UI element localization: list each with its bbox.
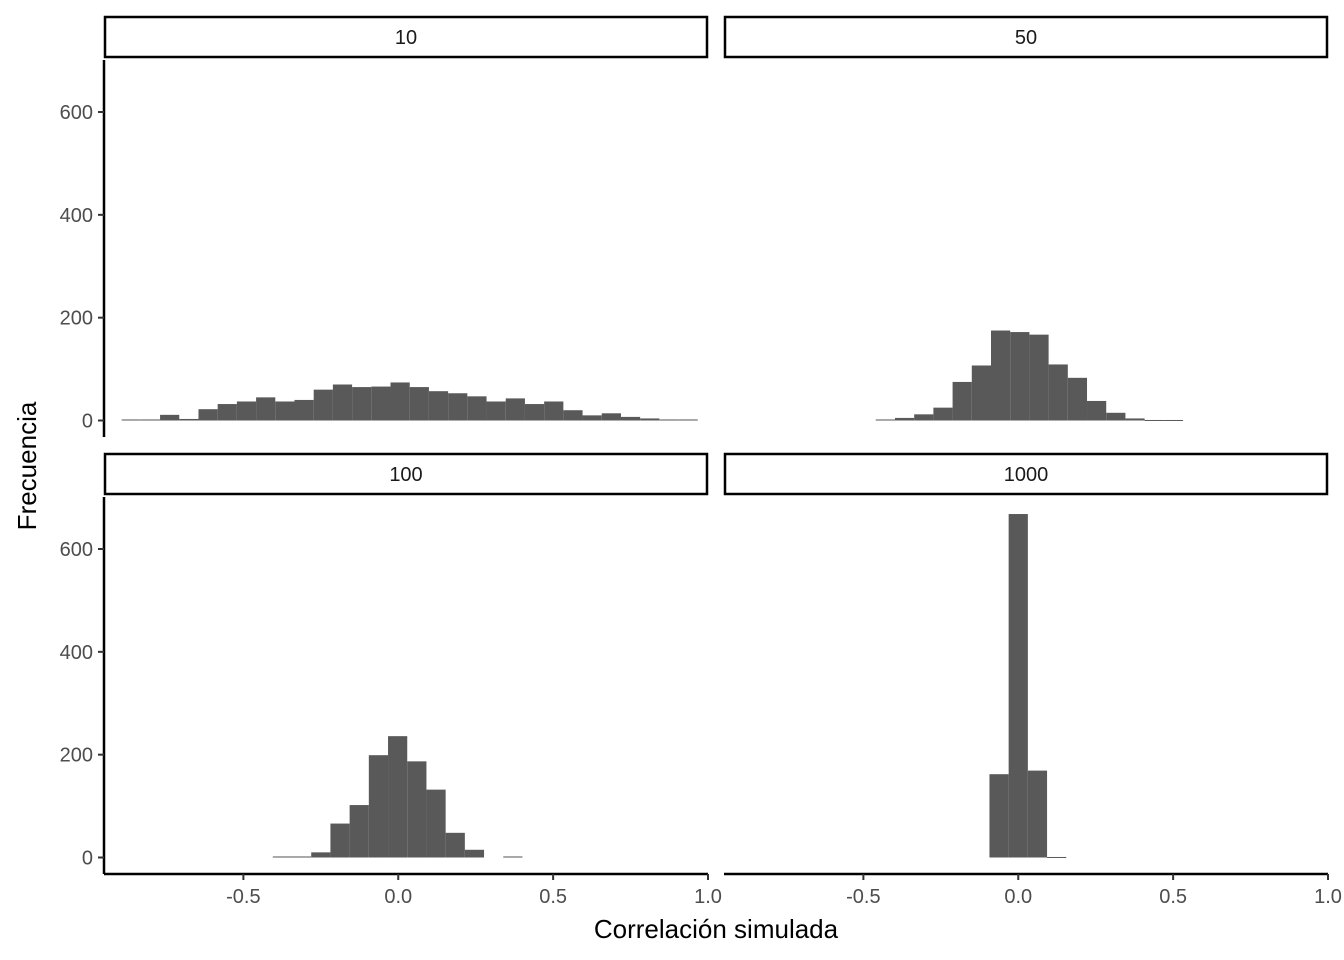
x-axis-title: Correlación simulada <box>594 914 839 944</box>
facet-strip <box>723 15 1329 59</box>
histogram-bar <box>390 382 410 421</box>
histogram-bar <box>272 856 293 858</box>
panel-50: 50 <box>723 15 1329 421</box>
histogram-bar <box>352 387 372 421</box>
histogram-bar <box>620 416 641 421</box>
facet-strip-label: 1000 <box>1004 464 1049 486</box>
y-axis-title: Frecuencia <box>12 401 42 530</box>
histogram-bar <box>160 414 180 421</box>
facet-strip <box>103 15 709 59</box>
histogram-bar <box>256 397 276 421</box>
histogram-bar <box>292 856 312 858</box>
histogram-bar <box>971 365 991 421</box>
histogram-bar <box>311 852 331 858</box>
histogram-bar <box>140 419 161 421</box>
histogram-bar <box>349 805 369 858</box>
histogram-bar <box>1067 377 1088 421</box>
y-tick-label: 200 <box>60 745 93 767</box>
histogram-bar <box>371 386 391 421</box>
histogram-bar <box>640 418 660 421</box>
facet-strip-label: 100 <box>389 464 422 486</box>
histogram-bar <box>990 330 1011 421</box>
panel-10: 10 0 200 400 600 <box>60 15 709 437</box>
histogram-bar <box>464 849 485 858</box>
histogram-bar <box>894 417 915 421</box>
histogram-bar <box>544 401 564 421</box>
histogram-bar <box>1048 364 1068 421</box>
histogram-bar <box>179 418 199 421</box>
histogram-bar <box>1008 514 1028 858</box>
histogram-bar <box>875 419 895 421</box>
facet-strip <box>103 452 709 496</box>
x-tick-label: 1.0 <box>1314 886 1342 908</box>
histogram-bar <box>428 391 449 421</box>
facet-strip-label: 10 <box>395 27 417 49</box>
histogram-bar <box>236 401 257 421</box>
histogram-bar <box>952 381 972 421</box>
histogram-bar <box>1106 412 1126 421</box>
x-tick-label: 0.0 <box>1004 886 1032 908</box>
y-tick-label: 400 <box>60 205 93 227</box>
histogram-bar <box>445 832 465 858</box>
histogram-bar <box>467 396 487 421</box>
x-tick-label: 0.5 <box>1159 886 1187 908</box>
histogram-bar <box>505 398 525 421</box>
histogram-bar <box>121 419 141 421</box>
histogram-bar <box>524 404 545 421</box>
x-tick-label: -0.5 <box>226 886 260 908</box>
x-tick-label: 1.0 <box>694 886 722 908</box>
histogram-bar <box>1144 419 1164 421</box>
histogram-bar <box>1029 334 1049 421</box>
histogram-bar <box>332 384 353 421</box>
histogram-bar <box>275 401 295 421</box>
x-tick-label: -0.5 <box>846 886 880 908</box>
y-tick-label: 600 <box>60 102 93 124</box>
histogram-bar <box>563 410 583 421</box>
facet-strip <box>723 452 1329 496</box>
histogram-bar <box>1010 332 1030 421</box>
y-tick-label: 200 <box>60 308 93 330</box>
facet-strip-label: 50 <box>1015 27 1037 49</box>
y-tick-label: 400 <box>60 642 93 664</box>
x-tick-label: 0.5 <box>539 886 567 908</box>
histogram-bar <box>330 823 350 858</box>
histogram-bar <box>678 419 698 421</box>
histogram-bar <box>486 401 506 421</box>
histogram-bar <box>313 389 333 421</box>
histogram-bar <box>582 415 602 421</box>
histogram-bar <box>368 755 389 858</box>
histogram-bar <box>503 856 523 858</box>
histogram-bar <box>1047 856 1067 858</box>
histogram-bar <box>989 774 1009 858</box>
x-tick-label: 0.0 <box>384 886 412 908</box>
panel-1000: 1000 -0.5 0.0 0.5 1.0 <box>723 452 1342 908</box>
y-tick-label: 0 <box>82 411 93 433</box>
histogram-bar <box>1163 419 1184 421</box>
y-tick-label: 0 <box>82 848 93 870</box>
panel-100: 100 0 200 400 600 -0.5 0.0 0.5 1.0 <box>60 452 722 908</box>
histogram-bar <box>1125 418 1145 421</box>
y-tick-label: 600 <box>60 539 93 561</box>
histogram-bar <box>1087 400 1107 421</box>
histogram-bar <box>426 789 446 858</box>
histogram-bar <box>1027 770 1048 858</box>
histogram-bar <box>914 414 934 421</box>
histogram-bar <box>448 393 468 421</box>
histogram-bar <box>409 387 429 421</box>
histogram-bar <box>407 761 427 858</box>
histogram-bar <box>388 736 408 858</box>
histogram-bar <box>217 404 237 421</box>
histogram-bar <box>294 399 314 421</box>
histogram-bar <box>601 413 621 421</box>
histogram-bar <box>933 407 953 421</box>
histogram-bar <box>659 419 679 421</box>
histogram-bar <box>198 409 218 421</box>
